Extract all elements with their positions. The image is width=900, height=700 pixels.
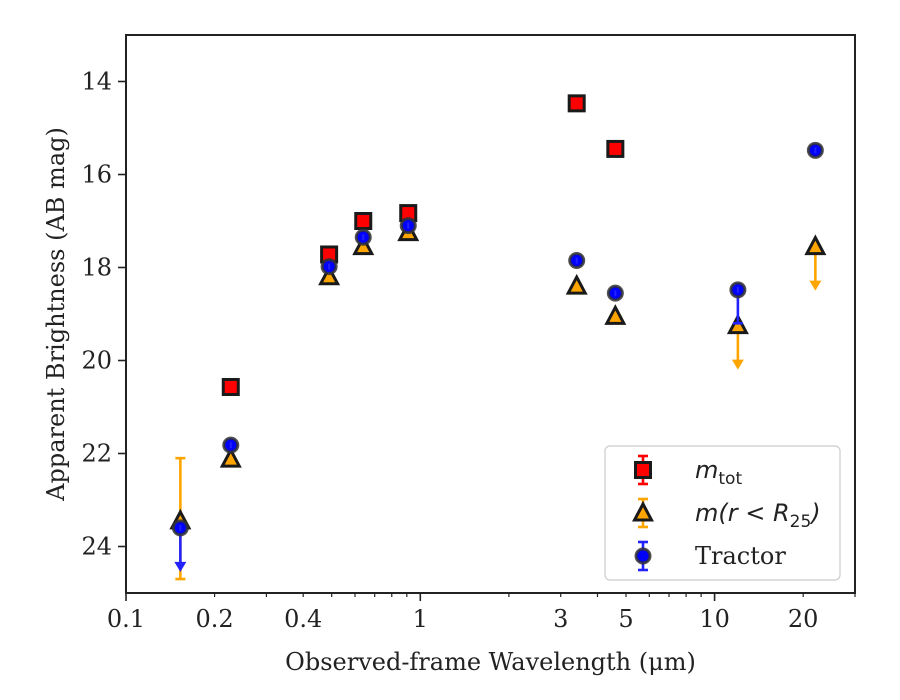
x-tick-label: 1	[413, 605, 428, 633]
y-tick-label: 18	[81, 254, 112, 282]
y-tick-label: 22	[81, 440, 112, 468]
y-tick-label: 24	[81, 533, 112, 561]
plot-frame	[125, 34, 856, 594]
x-tick-label: 5	[618, 605, 633, 633]
x-tick-label: 0.4	[284, 605, 322, 633]
x-axis-label: Observed-frame Wavelength (μm)	[285, 648, 696, 676]
x-tick-label: 0.1	[107, 605, 145, 633]
legend-label: m(r < R25)	[695, 499, 821, 532]
legend-circle-marker	[634, 547, 652, 565]
series-0	[221, 94, 625, 397]
upper-limit-arrowhead	[809, 280, 822, 291]
series-1	[169, 220, 827, 581]
legend-triangle-marker	[632, 500, 654, 522]
legend: mtot m(r < R25) Tractor	[604, 445, 841, 581]
y-tick-label: 16	[81, 161, 112, 189]
x-tick-label: 0.2	[196, 605, 234, 633]
y-axis: 14 16 18 20 22 24	[81, 68, 126, 561]
x-tick-label: 10	[699, 605, 730, 633]
y-axis-label: Apparent Brightness (AB mag)	[42, 127, 70, 502]
legend-label: Tractor	[695, 542, 786, 570]
x-axis: 0.1 0.2 0.4 1 3 5 10 20	[107, 593, 856, 633]
series-2	[171, 141, 824, 572]
legend-box	[604, 445, 841, 581]
upper-limit-arrowhead	[174, 561, 187, 572]
data-marks	[169, 94, 827, 581]
y-tick-label: 20	[81, 347, 112, 375]
legend-label: mtot	[695, 456, 742, 489]
x-tick-label: 20	[788, 605, 819, 633]
x-tick-label: 3	[553, 605, 568, 633]
legend-square-marker	[634, 461, 652, 479]
y-tick-label: 14	[81, 68, 112, 96]
upper-limit-arrowhead	[731, 359, 744, 370]
